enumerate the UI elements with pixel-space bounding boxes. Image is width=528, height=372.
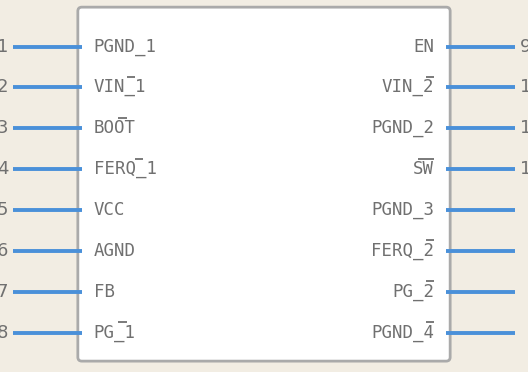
Text: 12: 12 [520, 160, 528, 178]
Text: VIN_1: VIN_1 [94, 78, 146, 96]
Text: PGND_3: PGND_3 [371, 201, 434, 219]
Text: PGND_4: PGND_4 [371, 324, 434, 342]
Text: 7: 7 [0, 283, 8, 301]
Text: PGND_1: PGND_1 [94, 38, 157, 55]
Text: FB: FB [94, 283, 115, 301]
Text: PG_2: PG_2 [392, 283, 434, 301]
Text: VIN_2: VIN_2 [382, 78, 434, 96]
Text: 5: 5 [0, 201, 8, 219]
Text: 6: 6 [0, 242, 8, 260]
Text: 1: 1 [0, 38, 8, 55]
Text: PGND_2: PGND_2 [371, 119, 434, 137]
Text: 8: 8 [0, 324, 8, 342]
Text: FERQ_1: FERQ_1 [94, 160, 157, 178]
Text: FERQ_2: FERQ_2 [371, 242, 434, 260]
Text: 3: 3 [0, 119, 8, 137]
Text: 9: 9 [520, 38, 528, 55]
Text: BOOT: BOOT [94, 119, 136, 137]
Text: 4: 4 [0, 160, 8, 178]
Text: SW: SW [413, 160, 434, 178]
FancyBboxPatch shape [78, 7, 450, 361]
Text: AGND: AGND [94, 242, 136, 260]
Text: 10: 10 [520, 78, 528, 96]
Text: 11: 11 [520, 119, 528, 137]
Text: PG_1: PG_1 [94, 324, 136, 342]
Text: EN: EN [413, 38, 434, 55]
Text: 2: 2 [0, 78, 8, 96]
Text: VCC: VCC [94, 201, 125, 219]
